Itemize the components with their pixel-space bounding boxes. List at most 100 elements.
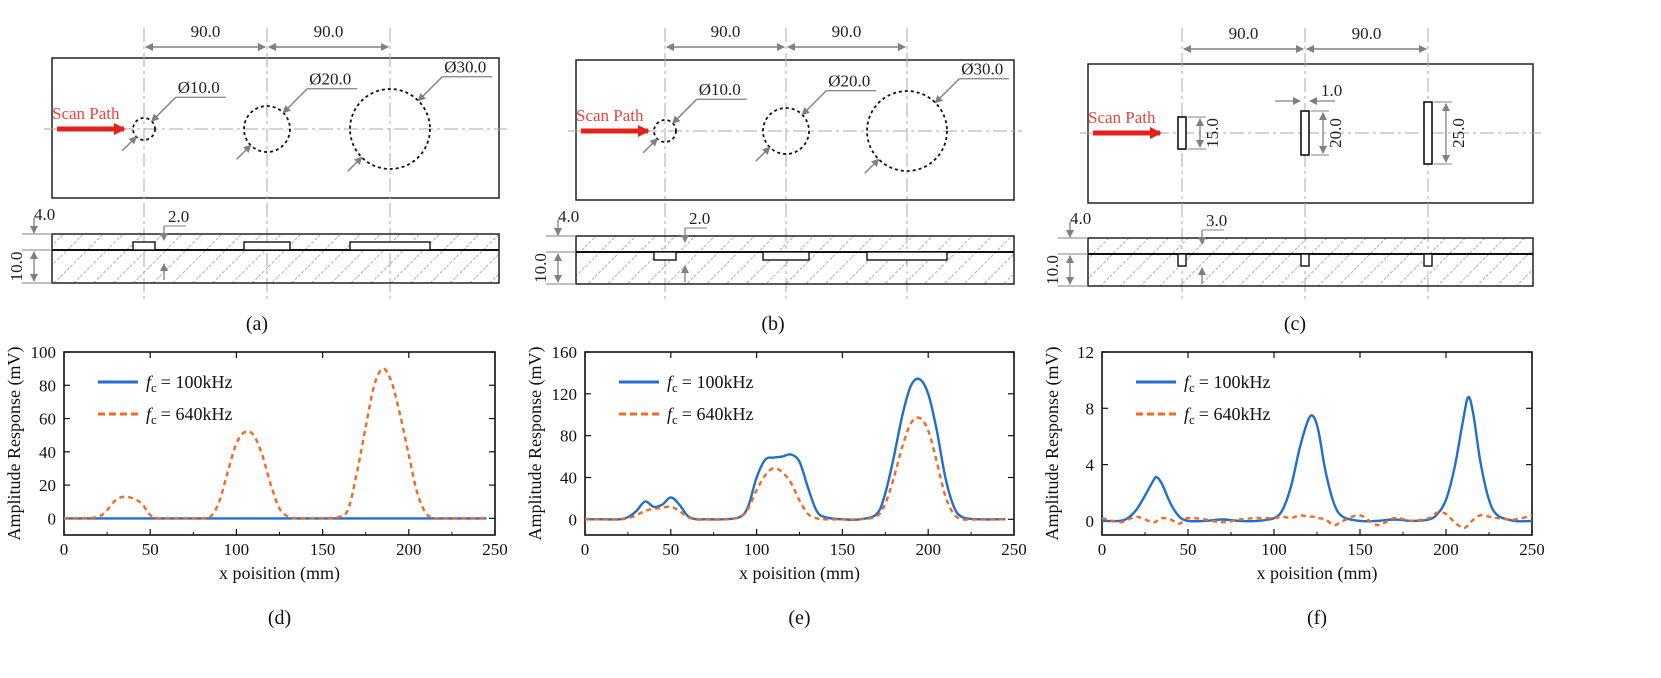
defect-slot [1177, 116, 1187, 150]
caption: (b) [761, 313, 784, 335]
legend-text: = 640kHz [682, 404, 754, 424]
caption: (d) [268, 607, 291, 629]
legend-text: = 100kHz [682, 372, 754, 392]
y-tick-label: 100 [31, 343, 57, 362]
spacing-label: 90.0 [1352, 24, 1382, 43]
x-tick-label: 0 [581, 540, 590, 559]
top-layer-label: 4.0 [1070, 209, 1091, 228]
legend-subscript: c [672, 380, 678, 395]
diagram-c: 90.0 90.0 Scan Path 15.0 20.0 25.0 1.0 4.0 10.0 3… [1043, 24, 1541, 335]
legend-text: = 640kHz [161, 404, 233, 424]
y-tick-label: 80 [560, 427, 577, 446]
diagram-a: 90.0 90.0 Scan Path Ø10.0 Ø20.0 Ø30.0 4.0 10.0 2… [7, 22, 507, 335]
slot-width-label: 1.0 [1321, 81, 1342, 100]
x-axis-label: x poisition (mm) [739, 563, 860, 584]
caption: (a) [246, 313, 268, 335]
top-layer-label: 4.0 [558, 207, 579, 226]
defect-section [243, 241, 291, 251]
defect-section [349, 241, 431, 251]
x-tick-label: 100 [224, 540, 250, 559]
legend-entry: fc = 100kHz [1184, 372, 1270, 395]
x-tick-label: 200 [396, 540, 422, 559]
legend-subscript: c [151, 412, 157, 427]
slot-length-label: 15.0 [1203, 118, 1222, 148]
spacing-label: 90.0 [191, 22, 221, 41]
depth-label: 2.0 [168, 207, 189, 226]
top-layer-label: 4.0 [34, 205, 55, 224]
diameter-label: Ø10.0 [178, 78, 220, 97]
legend-symbol: f [667, 404, 675, 424]
plate-side-view [1087, 237, 1534, 287]
diameter-arrow [282, 88, 308, 114]
defect-slot [1300, 110, 1310, 156]
diameter-arrow [642, 138, 658, 154]
series-line-100kHz [585, 377, 1006, 522]
diameter-arrow [121, 136, 137, 152]
defect-circle [132, 117, 156, 141]
defect-section [1423, 253, 1433, 267]
y-tick-label: 20 [39, 476, 56, 495]
defect-circle [866, 90, 948, 172]
y-tick-label: 0 [1086, 512, 1095, 531]
y-tick-label: 0 [569, 510, 578, 529]
legend-symbol: f [146, 372, 154, 392]
series-line-640kHz [585, 416, 1006, 521]
defect-section [653, 251, 677, 261]
defect-section [132, 241, 156, 251]
y-tick-label: 4 [1086, 456, 1095, 475]
chart-d: 0 50 100 150 200 250 0 20 40 60 80 100 x poisition (… [4, 343, 508, 629]
y-tick-label: 80 [39, 376, 56, 395]
x-tick-label: 250 [482, 540, 508, 559]
legend-subscript: c [151, 380, 157, 395]
y-tick-label: 0 [48, 509, 57, 528]
y-tick-label: 12 [1077, 343, 1094, 362]
x-tick-label: 200 [1433, 540, 1459, 559]
scan-path-label: Scan Path [52, 104, 120, 123]
x-tick-label: 200 [915, 540, 941, 559]
scan-path-label: Scan Path [1088, 108, 1156, 127]
legend-subscript: c [1189, 412, 1195, 427]
x-tick-label: 50 [142, 540, 159, 559]
x-tick-label: 250 [1519, 540, 1545, 559]
y-axis-label: Amplitude Response (mV) [525, 347, 546, 541]
series-line-100kHz [1101, 395, 1533, 523]
spacing-label: 90.0 [314, 22, 344, 41]
x-tick-label: 100 [744, 540, 770, 559]
legend-entry: fc = 100kHz [146, 372, 232, 395]
thickness-label: 10.0 [531, 253, 550, 283]
x-tick-label: 150 [830, 540, 856, 559]
legend-entry: fc = 100kHz [667, 372, 753, 395]
diameter-arrow [236, 144, 252, 160]
thickness-label: 10.0 [1043, 255, 1062, 285]
y-tick-label: 40 [560, 468, 577, 487]
defect-circle [762, 107, 810, 155]
series-line-640kHz [63, 367, 487, 520]
legend-text: = 100kHz [161, 372, 233, 392]
slot-length-label: 20.0 [1326, 118, 1345, 148]
specimen-diagrams: 90.0 90.0 Scan Path Ø10.0 Ø20.0 Ø30.0 4.0 10.0 2… [7, 22, 1541, 335]
y-tick-label: 8 [1086, 399, 1095, 418]
diameter-label: Ø10.0 [699, 80, 741, 99]
x-tick-label: 0 [60, 540, 69, 559]
series-line-640kHz [1101, 510, 1533, 530]
defect-section [1300, 253, 1310, 267]
diameter-label: Ø20.0 [309, 70, 351, 89]
defect-slot [1423, 101, 1433, 165]
x-tick-label: 100 [1261, 540, 1287, 559]
chart-f: 0 50 100 150 200 250 0 4 8 12 x poisition (mm) Ampl… [1042, 343, 1545, 629]
diagram-b: 90.0 90.0 Scan Path Ø10.0 Ø20.0 Ø30.0 4.0 10.0 2… [531, 22, 1022, 335]
legend-entry: fc = 640kHz [146, 404, 232, 427]
x-tick-label: 150 [310, 540, 336, 559]
legend-symbol: f [1184, 404, 1192, 424]
legend-entry: fc = 640kHz [1184, 404, 1270, 427]
defect-circle [349, 88, 431, 170]
chart-e: 0 50 100 150 200 250 0 40 80 120 160 x poisition (m… [525, 343, 1027, 629]
x-axis-label: x poisition (mm) [219, 563, 340, 584]
x-tick-label: 0 [1098, 540, 1107, 559]
legend-symbol: f [667, 372, 675, 392]
scan-path-label: Scan Path [576, 106, 644, 125]
diameter-label: Ø30.0 [961, 60, 1003, 79]
diameter-label: Ø30.0 [444, 58, 486, 77]
defect-section [762, 251, 810, 261]
